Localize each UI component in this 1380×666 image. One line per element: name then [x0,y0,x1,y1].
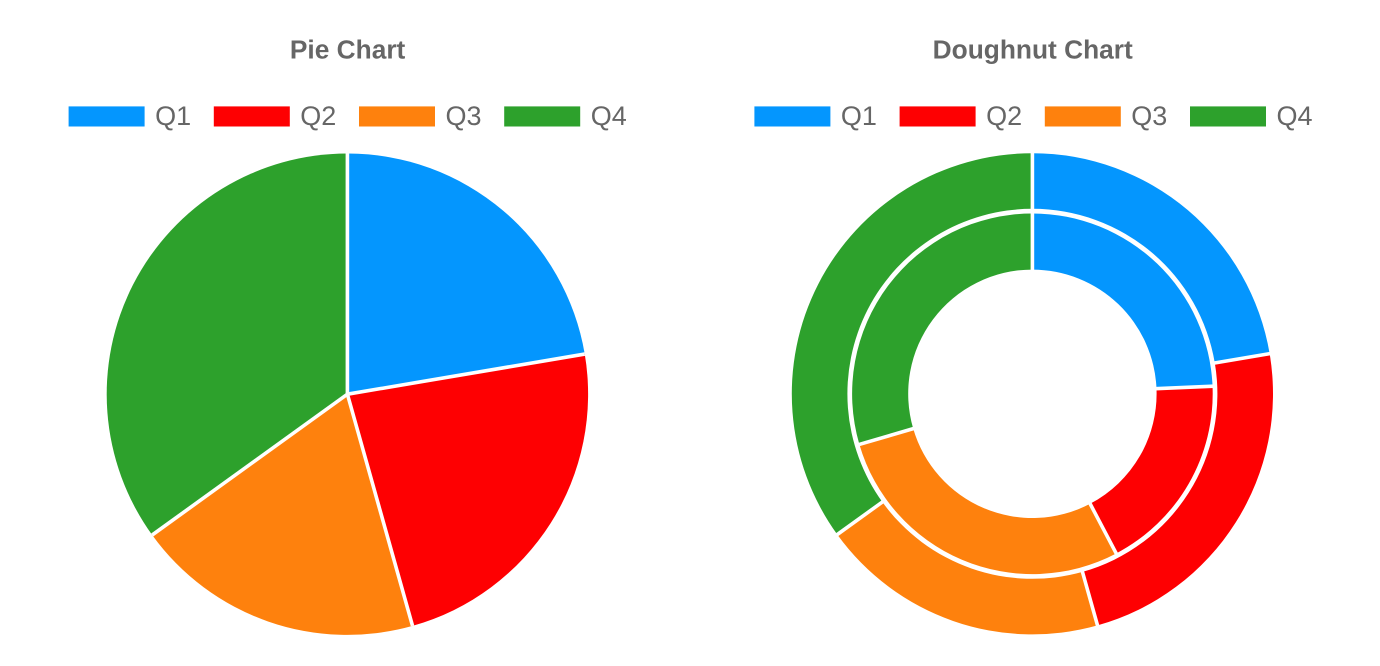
svg-text:Doughnut Chart: Doughnut Chart [933,35,1133,65]
svg-text:Q3: Q3 [446,101,482,131]
svg-text:Q3: Q3 [1131,101,1167,131]
svg-text:Q4: Q4 [591,101,627,131]
svg-text:Q4: Q4 [1277,101,1313,131]
svg-text:Pie Chart: Pie Chart [290,35,406,65]
svg-text:Q2: Q2 [300,101,336,131]
svg-text:Q2: Q2 [986,101,1022,131]
svg-text:Q1: Q1 [155,101,191,131]
svg-text:Q1: Q1 [841,101,877,131]
